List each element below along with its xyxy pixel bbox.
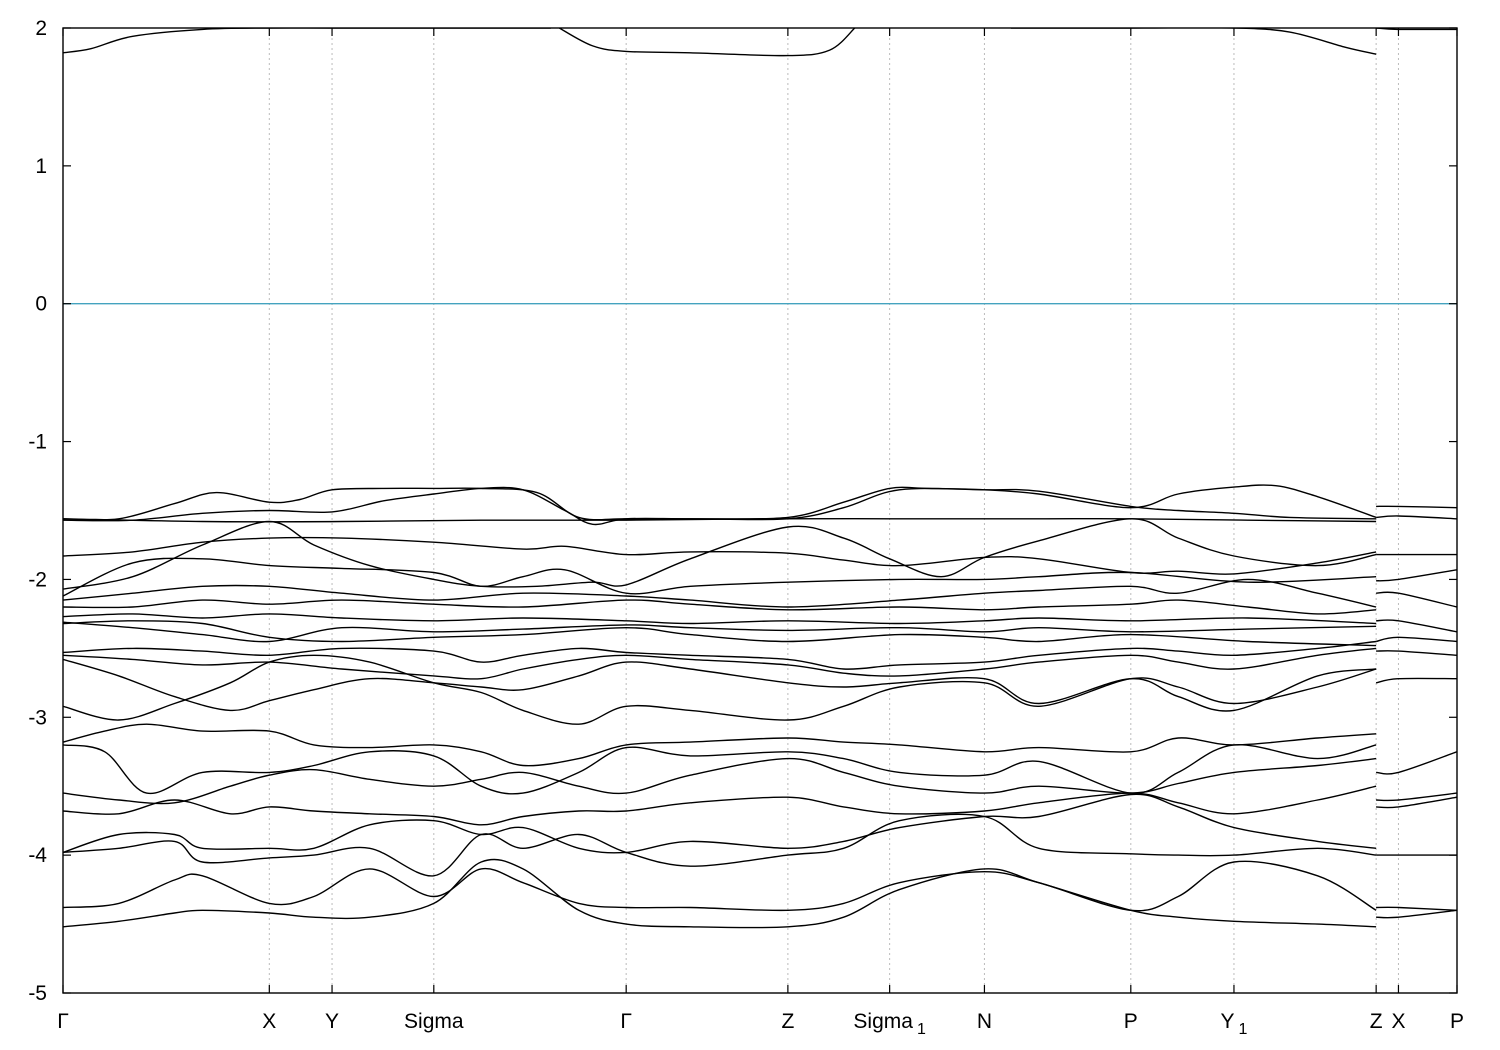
x-tick-label: Γ (620, 1010, 632, 1033)
band-line (1376, 792, 1457, 802)
band-line (1010, 28, 1377, 55)
band-line (1376, 906, 1457, 911)
kpoint-label: Z (781, 1010, 794, 1033)
band-line (63, 654, 1377, 725)
y-tick-label: -2 (28, 568, 47, 591)
kpoint-label: Sigma (853, 1010, 913, 1033)
kpoint-label: X (262, 1010, 276, 1033)
kpoint-label: X (1391, 1010, 1405, 1033)
y-tick-label: -4 (28, 844, 47, 867)
x-tick-label: Z (781, 1010, 794, 1033)
kpoint-label: Y (325, 1010, 339, 1033)
kpoint-label-subscript: 1 (1239, 1021, 1248, 1038)
band-line (63, 647, 1377, 680)
band-line (558, 28, 856, 57)
band-line (63, 658, 1377, 712)
band-line (63, 486, 1377, 526)
band-line (1376, 619, 1457, 633)
band-line (63, 744, 1377, 795)
band-lines (63, 28, 1457, 929)
band-line (63, 621, 1377, 643)
band-line (63, 613, 1377, 625)
kpoint-label: N (977, 1010, 992, 1033)
band-line (63, 557, 1377, 597)
band-line (63, 640, 1377, 670)
band-line (1376, 569, 1457, 582)
band-line (63, 484, 1377, 521)
band-line (63, 518, 1377, 590)
kpoint-label: Γ (57, 1010, 69, 1033)
band-line (63, 620, 1377, 647)
band-line (1376, 515, 1457, 520)
kpoint-gridlines (268, 28, 1399, 993)
x-tick-label: X (1391, 1010, 1405, 1033)
x-tick-label: P (1450, 1010, 1464, 1033)
x-tick-label: X (262, 1010, 276, 1033)
x-axis-ticks: Γ X Y Sigma Γ Z Sigma 1 N P Y 1 Z X P (57, 28, 1464, 1038)
x-tick-label: Sigma 1 (853, 1010, 926, 1038)
band-line (1376, 650, 1457, 656)
y-tick-label: 1 (35, 155, 47, 178)
kpoint-label: Γ (620, 1010, 632, 1033)
band-line (63, 723, 1377, 767)
band-line (1375, 636, 1457, 643)
band-line (1376, 796, 1457, 809)
kpoint-label: Sigma (404, 1010, 464, 1033)
x-tick-label: P (1124, 1010, 1138, 1033)
y-tick-label: 2 (35, 17, 47, 40)
band-line (1376, 505, 1457, 509)
kpoint-label: P (1450, 1010, 1464, 1033)
x-tick-label: Z (1370, 1010, 1383, 1033)
band-line (1376, 751, 1457, 775)
kpoint-label: Y (1220, 1010, 1234, 1033)
band-line (63, 793, 1377, 854)
band-line (63, 536, 1377, 575)
band-line (1375, 677, 1457, 684)
x-tick-label: N (977, 1010, 992, 1033)
x-tick-label: Y (325, 1010, 339, 1033)
x-tick-label: Sigma (404, 1010, 464, 1033)
x-tick-label: Γ (57, 1010, 69, 1033)
plot-frame (62, 27, 1458, 994)
band-line (63, 785, 1377, 826)
y-tick-label: -5 (28, 982, 47, 1005)
kpoint-label: P (1124, 1010, 1138, 1033)
y-tick-label: -1 (28, 431, 47, 454)
band-line (63, 599, 1377, 615)
band-line (1376, 909, 1457, 919)
band-line (1376, 591, 1457, 608)
band-line (63, 757, 1377, 805)
band-line (63, 813, 1377, 877)
y-axis-ticks: 2 1 0 -1 -2 -3 -4 -5 (28, 17, 1457, 1005)
kpoint-label: Z (1370, 1010, 1383, 1033)
band-line (63, 517, 1377, 523)
y-tick-label: 0 (35, 293, 47, 316)
kpoint-label-subscript: 1 (917, 1021, 926, 1038)
y-tick-label: -3 (28, 706, 47, 729)
band-line (63, 860, 1377, 912)
band-line (63, 858, 1377, 929)
band-line (63, 28, 551, 54)
band-line (63, 578, 1377, 608)
